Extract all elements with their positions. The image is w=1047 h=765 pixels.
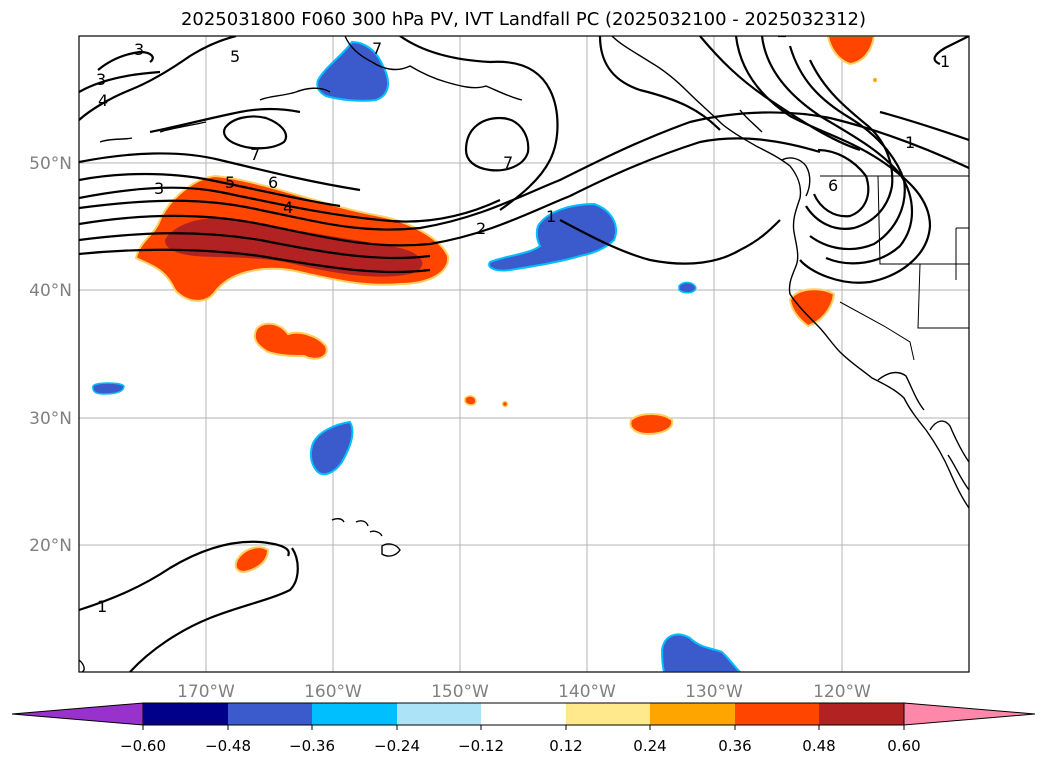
colorbar-segment xyxy=(143,703,228,725)
colorbar-segment xyxy=(397,703,481,725)
contour-label: 3 xyxy=(134,40,144,59)
anomaly-blue-central xyxy=(488,202,617,272)
colorbar-tick-label: −0.60 xyxy=(120,737,166,755)
contour-label: 2 xyxy=(476,219,486,238)
anomaly-small-2 xyxy=(234,546,270,574)
contour-label: 3 xyxy=(96,70,106,89)
anomaly-blue-mid xyxy=(309,420,354,476)
lon-tick-label: 170°W xyxy=(177,682,235,702)
contour-labels: 3 3 4 5 7 7 3 5 6 4 2 1 7 6 1 1 1 xyxy=(96,39,950,616)
lat-tick-label: 40°N xyxy=(29,281,72,301)
colorbar-segment xyxy=(650,703,735,725)
anomaly-small-4 xyxy=(464,395,477,406)
contour-label: 7 xyxy=(250,145,260,164)
colorbar-tick-label: −0.48 xyxy=(205,737,251,755)
colorbar-tick-label: 0.48 xyxy=(802,737,835,755)
negative-anomalies xyxy=(92,40,742,672)
lon-tick-labels: 170°W 160°W 150°W 140°W 130°W 120°W xyxy=(177,682,871,702)
colorbar: −0.60 −0.48 −0.36 −0.24 −0.12 0.12 0.24 … xyxy=(11,702,1036,755)
lon-tick-label: 120°W xyxy=(813,682,871,702)
anomaly-top-right xyxy=(826,36,876,66)
contour-label: 3 xyxy=(154,179,164,198)
anomaly-small-3 xyxy=(629,413,674,436)
contour-label: 6 xyxy=(828,176,838,195)
colorbar-tick-label: −0.24 xyxy=(374,737,420,755)
colorbar-tick-label: −0.36 xyxy=(289,737,335,755)
anomaly-california xyxy=(788,288,836,328)
contour-label: 5 xyxy=(225,173,235,192)
contour-label: 4 xyxy=(283,198,293,217)
map-title: 2025031800 F060 300 hPa PV, IVT Landfall… xyxy=(180,9,867,30)
contour-label: 1 xyxy=(546,207,556,226)
lat-tick-labels: 50°N 40°N 30°N 20°N xyxy=(29,154,72,556)
lat-tick-label: 50°N xyxy=(29,154,72,174)
colorbar-segment xyxy=(819,703,904,725)
colorbar-tick-label: −0.12 xyxy=(458,737,504,755)
anomaly-blue-west xyxy=(92,382,125,395)
colorbar-tick-label: 0.24 xyxy=(633,737,666,755)
lat-tick-label: 20°N xyxy=(29,536,72,556)
contour-label: 1 xyxy=(97,597,107,616)
contour-label: 7 xyxy=(503,153,513,172)
coastlines xyxy=(79,36,969,672)
anomaly-small-5 xyxy=(501,400,509,408)
colorbar-segment xyxy=(566,703,650,725)
lat-tick-label: 30°N xyxy=(29,409,72,429)
contour-label: 1 xyxy=(940,52,950,71)
lon-tick-label: 140°W xyxy=(558,682,616,702)
colorbar-extend-left xyxy=(11,702,144,726)
contour-label: 6 xyxy=(268,173,278,192)
colorbar-extend-right xyxy=(903,702,1036,726)
borders xyxy=(820,175,969,361)
map-frame xyxy=(78,35,970,673)
lon-tick-label: 150°W xyxy=(431,682,489,702)
colorbar-segment xyxy=(228,703,312,725)
colorbar-tick-label: 0.36 xyxy=(718,737,751,755)
pv-contours xyxy=(79,36,969,672)
contour-label: 1 xyxy=(905,133,915,152)
colorbar-segment xyxy=(312,703,397,725)
anomaly-blue-south xyxy=(660,633,742,672)
colorbar-segment xyxy=(735,703,819,725)
colorbar-tick-label: 0.60 xyxy=(887,737,920,755)
colorbar-tick-label: 0.12 xyxy=(549,737,582,755)
contour-label: 5 xyxy=(230,47,240,66)
lon-tick-label: 130°W xyxy=(685,682,743,702)
contour-label: 4 xyxy=(98,91,108,110)
anomaly-blue-north xyxy=(316,40,389,102)
positive-anomalies xyxy=(134,36,877,574)
colorbar-ticks xyxy=(142,725,905,730)
colorbar-segment xyxy=(481,703,566,725)
map-area xyxy=(79,36,969,672)
anomaly-blue-small xyxy=(678,281,697,294)
contour-label: 7 xyxy=(372,39,382,58)
lon-tick-label: 160°W xyxy=(304,682,362,702)
anomaly-small-1 xyxy=(253,322,328,360)
